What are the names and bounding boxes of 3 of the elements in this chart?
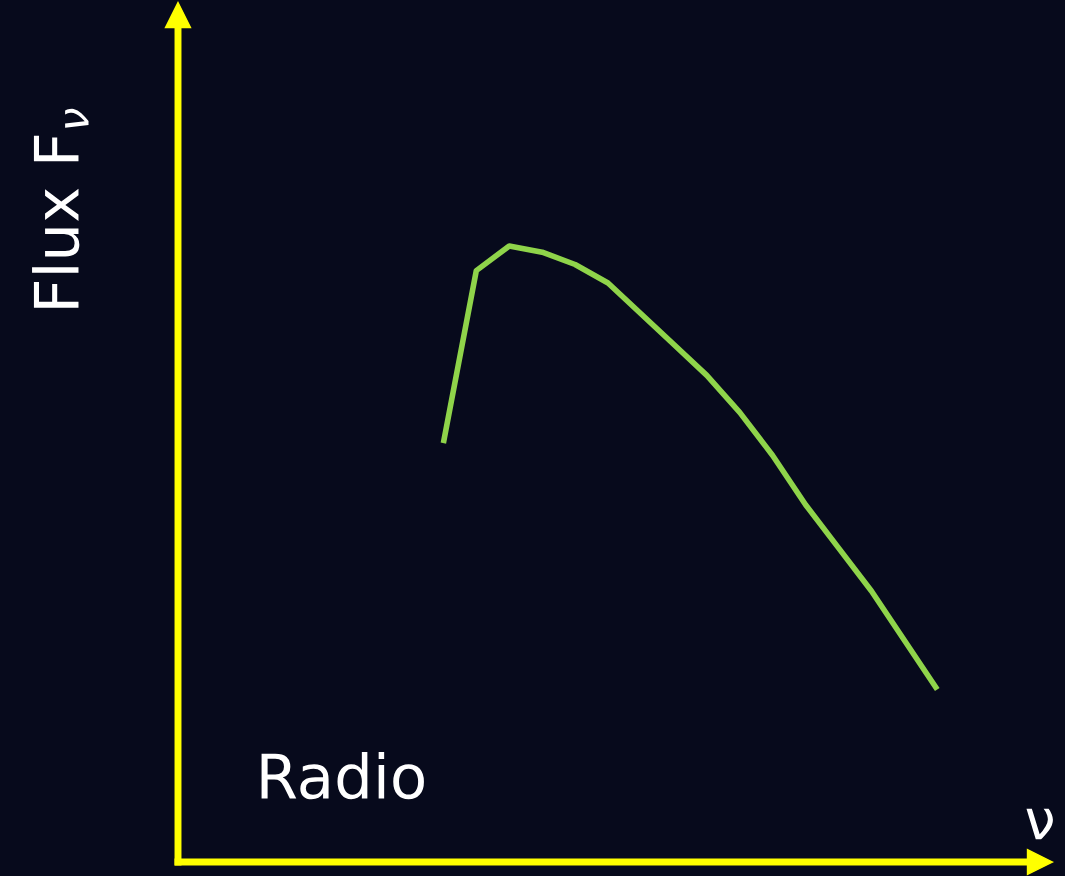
annotation: Radio (261, 751, 424, 800)
x-axis-title: ν (1026, 808, 1053, 840)
y-axis-title: Flux F$_{ν}$ (32, 108, 89, 308)
